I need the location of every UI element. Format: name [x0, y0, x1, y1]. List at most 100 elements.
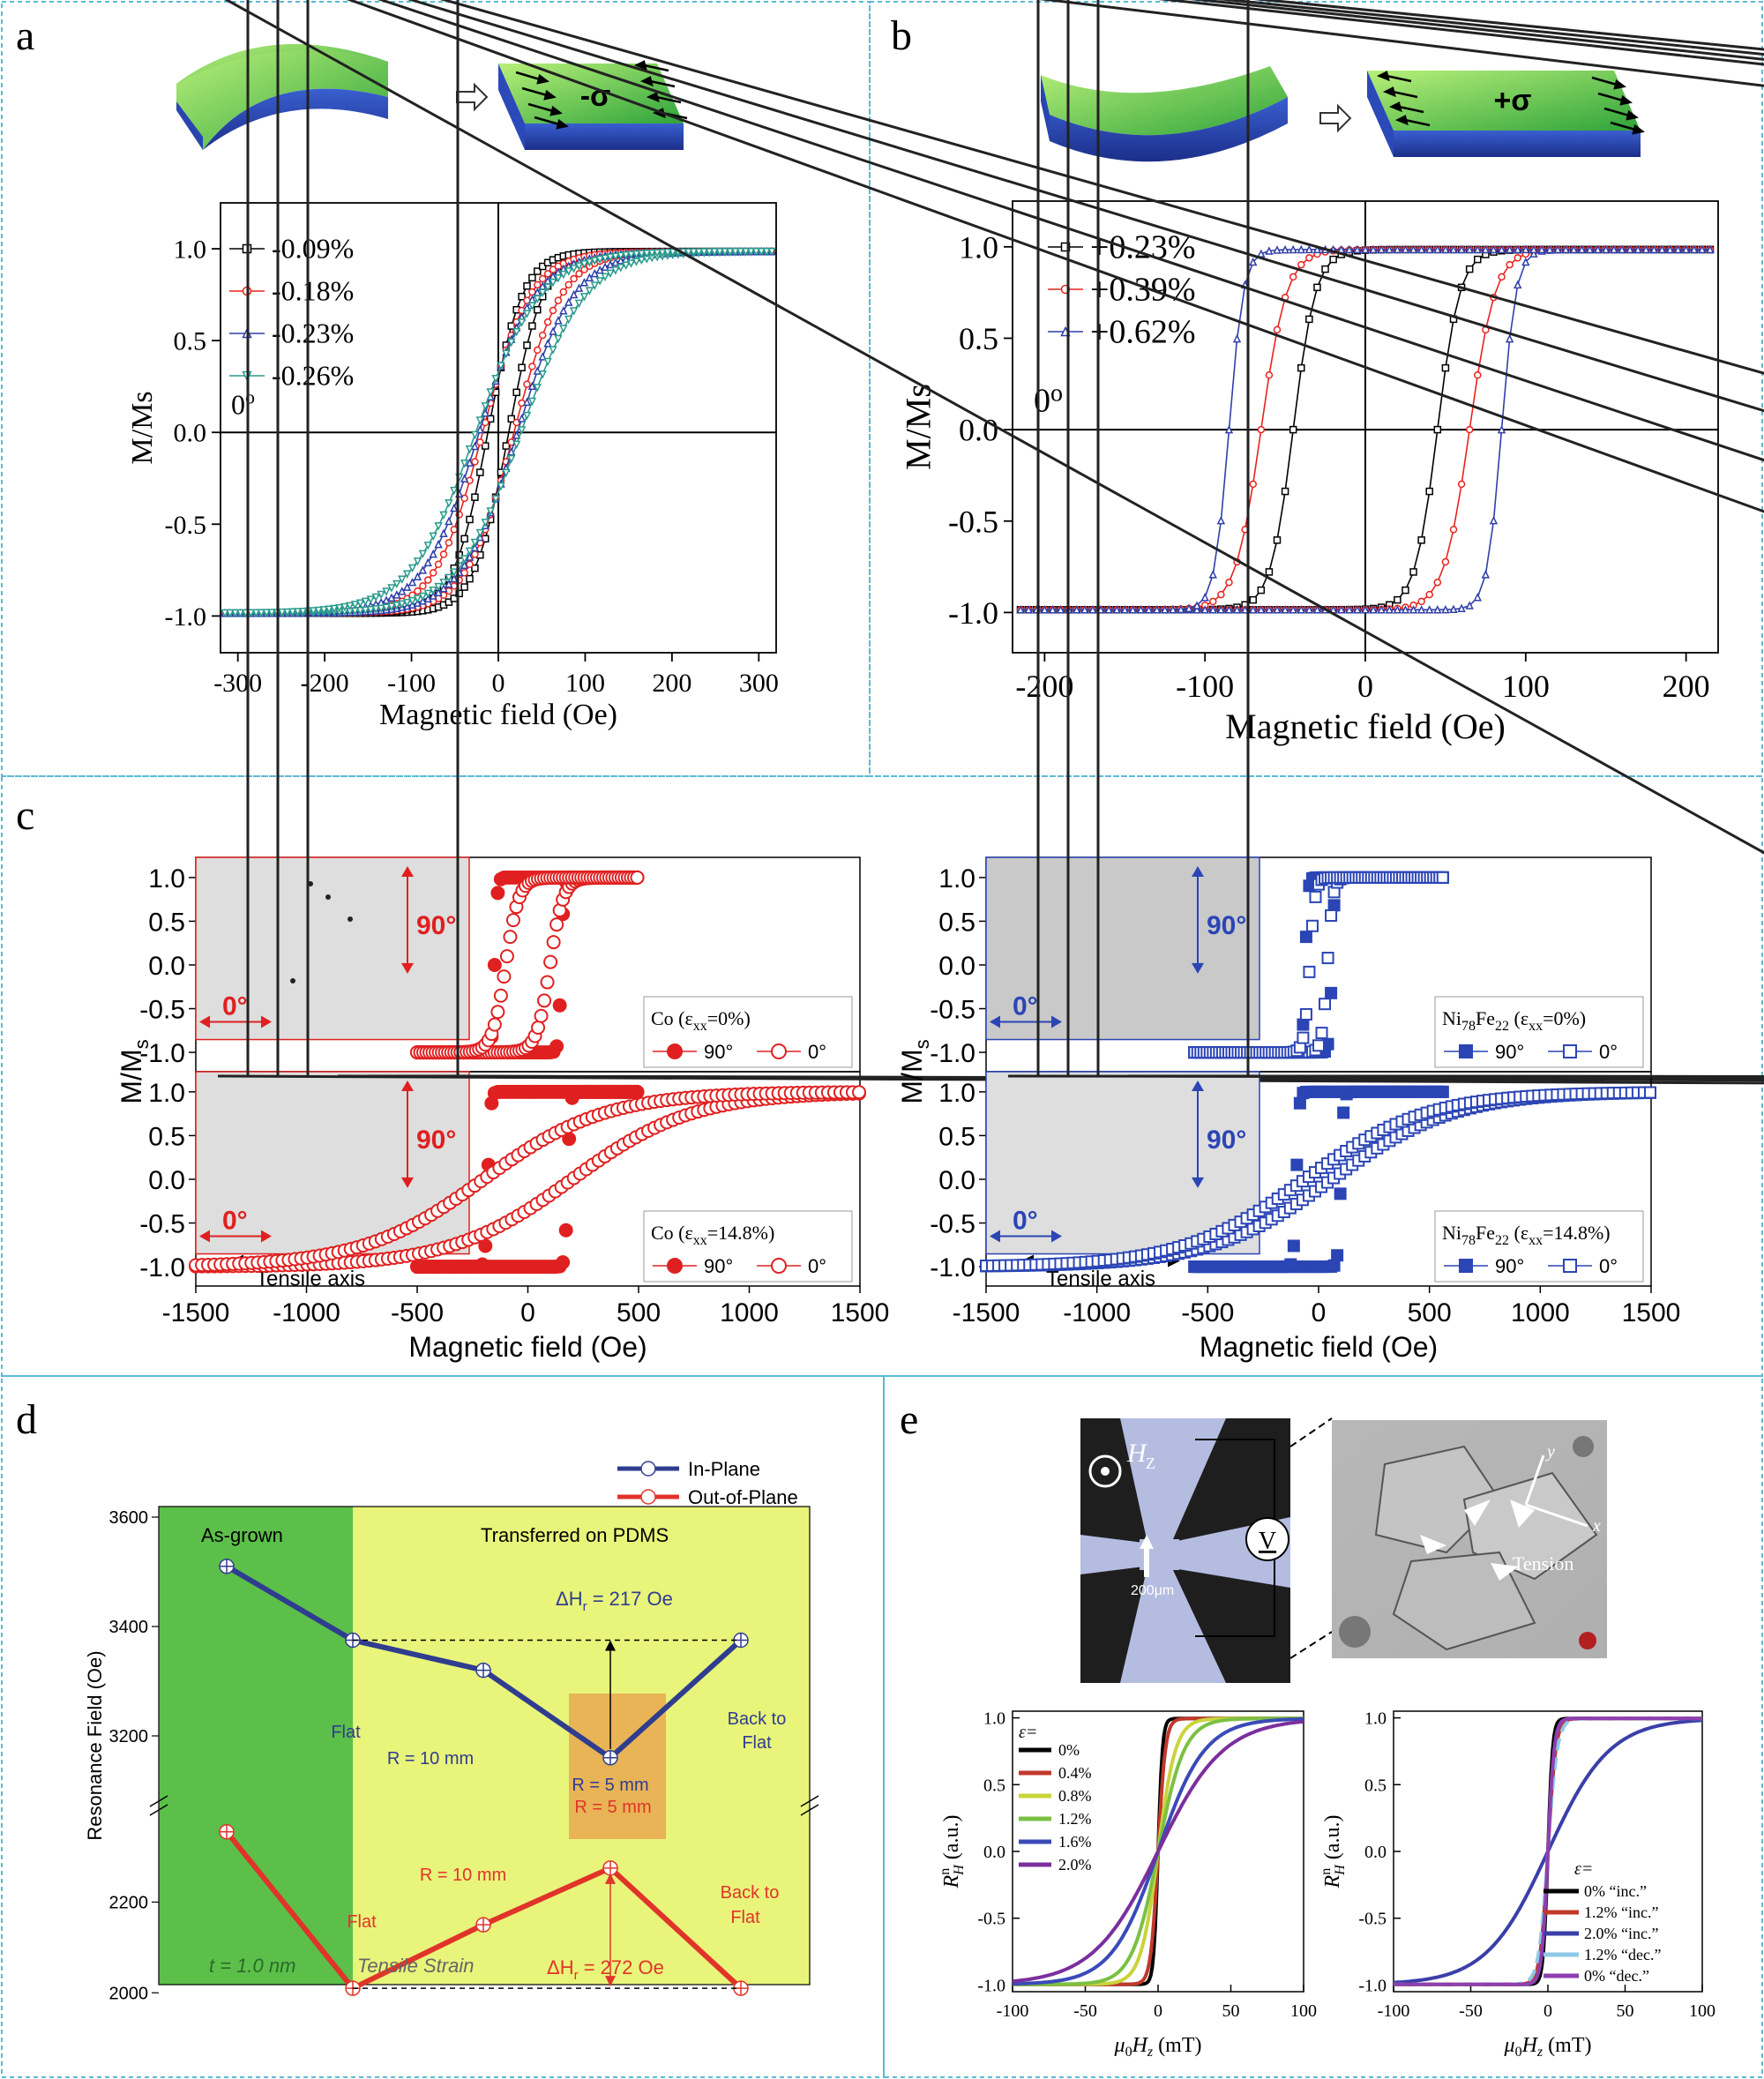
data-point — [1056, 605, 1065, 614]
data-point — [1273, 325, 1282, 334]
data-point — [314, 606, 323, 616]
angle-90-label: 90° — [1207, 1126, 1246, 1155]
data-point — [1327, 1259, 1341, 1272]
data-point — [538, 370, 547, 379]
data-point — [543, 357, 552, 367]
data-point — [1249, 257, 1258, 266]
data-point-cross — [220, 1559, 234, 1574]
point-label-flat-bottom: Flat — [347, 1912, 377, 1932]
data-point — [490, 886, 505, 901]
data-point — [1401, 244, 1410, 254]
data-point — [585, 258, 594, 267]
data-point — [1433, 244, 1442, 254]
data-point — [445, 573, 453, 583]
data-point — [293, 608, 303, 617]
data-point — [418, 592, 428, 602]
x-tick-label: 0 — [1154, 2001, 1162, 2021]
data-point — [1394, 595, 1401, 604]
tension-label: Tension — [1513, 1552, 1573, 1574]
data-point — [1305, 919, 1319, 932]
data-point — [630, 1084, 645, 1099]
data-point — [1425, 487, 1433, 496]
data-point — [402, 570, 412, 579]
data-point — [595, 255, 604, 265]
data-point — [1602, 244, 1611, 254]
data-point — [340, 602, 349, 612]
data-point — [460, 583, 468, 591]
degree-sup: o — [245, 385, 255, 408]
y-tick-label: 0.5 — [938, 1122, 975, 1151]
tension-arrow-icon — [1464, 1499, 1491, 1526]
data-point — [590, 281, 599, 290]
data-point — [345, 602, 355, 611]
data-point — [1048, 605, 1058, 614]
x-tick-label: 1000 — [1511, 1298, 1570, 1327]
data-point — [549, 326, 557, 335]
data-point — [298, 607, 308, 617]
x-tick-label: 100 — [1502, 669, 1550, 704]
y-tick-label: -1.0 — [948, 595, 998, 631]
y-axis-sub: s — [131, 1039, 153, 1049]
highlight-box — [569, 1694, 666, 1839]
data-point — [460, 555, 469, 564]
data-point — [1577, 244, 1587, 254]
data-point — [434, 582, 443, 592]
x-tick-label: 500 — [1408, 1298, 1452, 1327]
data-point — [1449, 526, 1458, 534]
x-label-sub: 0 — [1125, 2045, 1132, 2060]
data-point — [617, 264, 625, 273]
data-point — [564, 267, 573, 276]
legend-label: 90° — [704, 1255, 733, 1277]
x-tick-label: -100 — [1176, 669, 1234, 704]
data-point — [475, 416, 485, 425]
y-tick-label: 1.0 — [148, 1079, 185, 1108]
data-point — [235, 609, 245, 618]
data-point-cross — [603, 1860, 617, 1875]
arrow-head — [990, 1015, 1000, 1028]
data-point — [1329, 255, 1337, 264]
data-point — [1593, 244, 1603, 254]
data-point — [1297, 1018, 1310, 1031]
data-point — [528, 273, 536, 282]
data-point — [554, 334, 563, 344]
y-tick-label: -0.5 — [139, 996, 185, 1025]
arrow-head — [605, 1640, 616, 1651]
y-tick-label: 3200 — [109, 1727, 149, 1746]
legend-label: 90° — [1495, 1041, 1524, 1063]
y-tick-label: 1.0 — [959, 229, 998, 265]
data-point — [445, 499, 453, 508]
data-point — [621, 261, 631, 270]
legend-title-part: =14.8%) — [1543, 1222, 1611, 1244]
data-point-cross — [220, 1824, 234, 1839]
data-point — [1144, 605, 1154, 614]
tensile-axis-label: Tensile axis — [1046, 1268, 1155, 1291]
legend-marker — [640, 1489, 656, 1505]
tensile-arrows — [1376, 71, 1645, 135]
data-point — [606, 269, 615, 279]
data-point — [490, 1005, 505, 1020]
data-point — [736, 248, 745, 257]
data-point — [751, 247, 761, 257]
data-point — [1506, 260, 1514, 269]
data-point — [569, 289, 579, 299]
legend-label: -0.18% — [272, 275, 354, 307]
data-point — [402, 582, 412, 591]
x-tick-label: 50 — [1222, 2001, 1240, 2021]
data-point — [1681, 244, 1691, 254]
data-point — [1505, 244, 1514, 254]
data-point — [503, 930, 518, 945]
data-point — [518, 292, 526, 301]
y-tick-label: 0.5 — [148, 908, 185, 937]
data-point — [543, 339, 552, 348]
data-point — [1489, 244, 1499, 254]
data-point — [450, 573, 459, 583]
data-point — [429, 549, 437, 558]
data-point — [465, 547, 475, 556]
data-point — [1208, 570, 1217, 579]
y-axis-label: RnH (a.u.) — [1319, 1815, 1348, 1889]
x-tick-label: -50 — [1459, 2001, 1483, 2021]
data-point — [601, 273, 609, 282]
x-label-sub: z — [1536, 2045, 1544, 2060]
data-point — [1690, 244, 1699, 254]
